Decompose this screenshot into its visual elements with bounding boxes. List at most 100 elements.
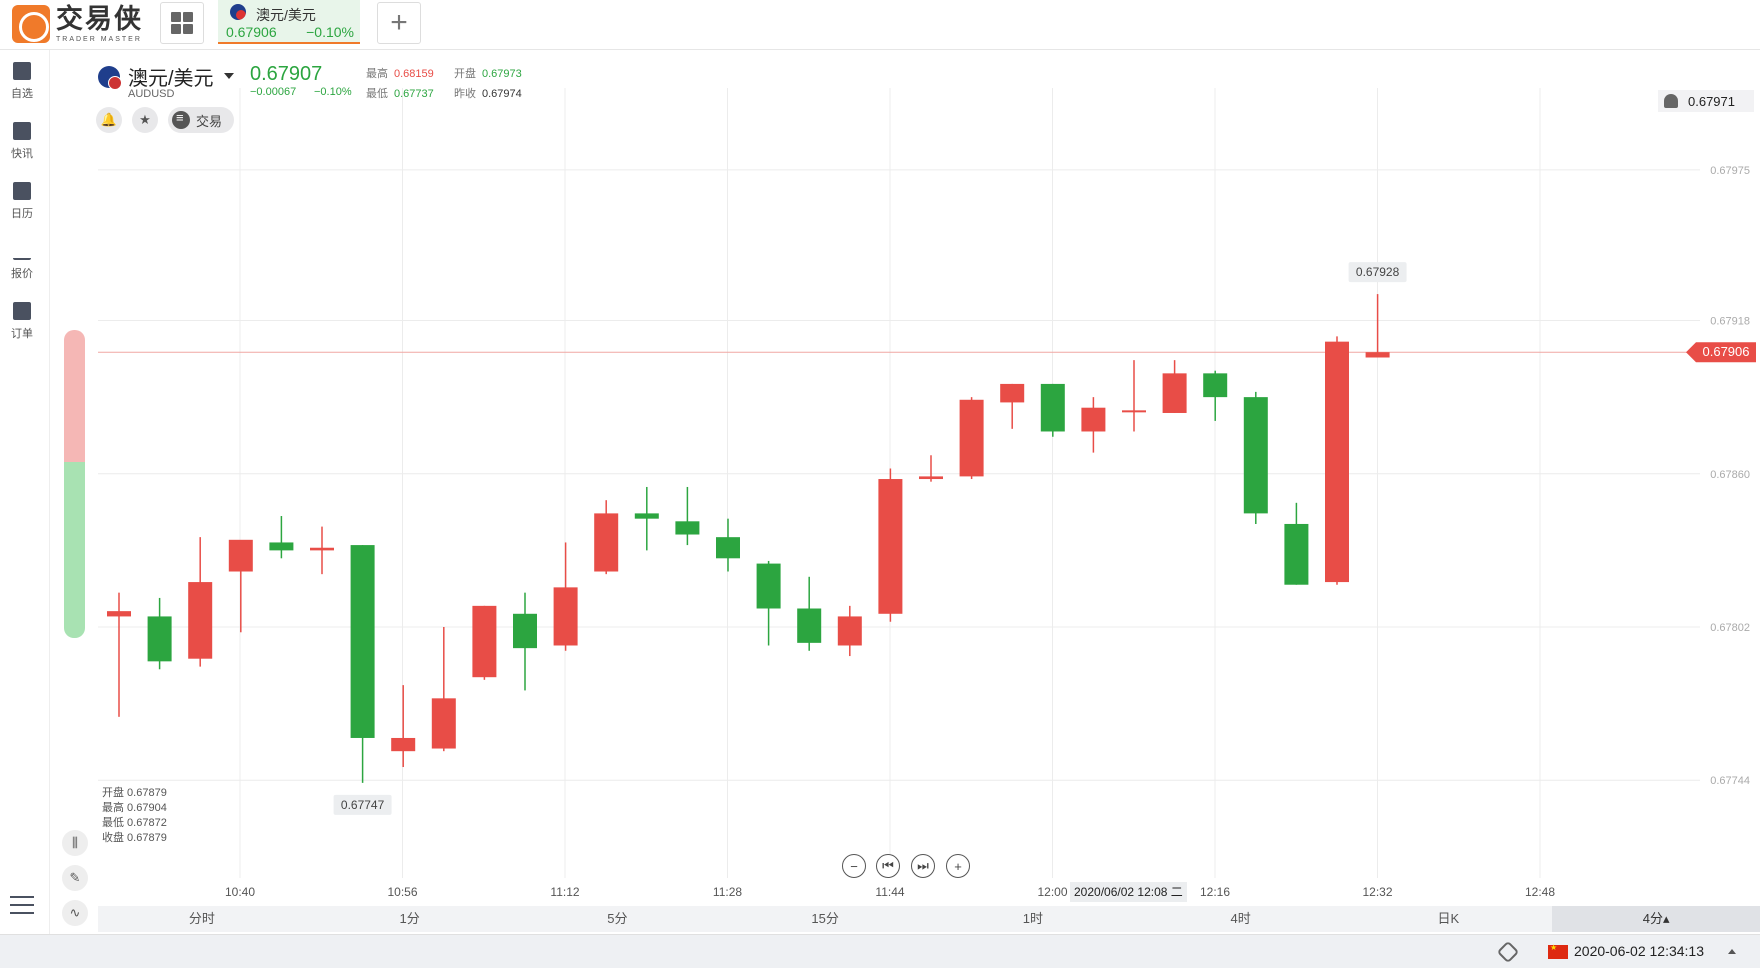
sidebar-item-label: 报价 [11, 268, 33, 280]
interval-4h[interactable]: 4时 [1230, 911, 1251, 926]
candle-body [269, 542, 294, 551]
stat-open: 开盘 0.67973 [454, 65, 522, 81]
scroll-end-button[interactable]: ⏭ [911, 854, 935, 878]
tab-instrument-name: 澳元/美元 [256, 7, 316, 23]
layout-grid-button[interactable] [160, 2, 204, 44]
scroll-start-button[interactable]: ⏮ [876, 854, 900, 878]
x-tick-label: 12:48 [1525, 885, 1555, 899]
stat-value: 0.67737 [394, 88, 434, 100]
china-flag-icon [1548, 943, 1568, 959]
bookmark-icon [13, 62, 31, 80]
candle-body [1122, 410, 1146, 413]
candle-body [1162, 373, 1187, 413]
sidebar-item-label: 日历 [11, 208, 33, 220]
candle-body [472, 605, 497, 678]
favorite-button[interactable]: ★ [132, 107, 158, 133]
stat-high: 最高 0.68159 [366, 65, 434, 81]
interval-15m[interactable]: 15分 [811, 911, 839, 926]
interval-daily[interactable]: 日K [1437, 911, 1460, 926]
news-icon [13, 122, 31, 140]
interval-1m[interactable]: 1分 [399, 911, 420, 926]
sidebar-item-quotes[interactable]: 报价 [0, 242, 44, 281]
sentiment-sell [64, 330, 85, 462]
zoom-out-button[interactable]: − [842, 854, 866, 878]
candle-body [756, 563, 781, 609]
tab-price: 0.67906 [226, 24, 277, 40]
sidebar-item-label: 自选 [11, 88, 33, 100]
x-tick-label: 11:28 [713, 885, 742, 899]
candle-body [878, 479, 903, 614]
indicator-tool-button[interactable]: ⫼ [62, 830, 88, 856]
add-tab-button[interactable]: + [377, 2, 421, 44]
chevron-up-icon[interactable] [1728, 949, 1736, 954]
study-tool-button[interactable]: ∿ [62, 900, 88, 926]
candlestick-chart[interactable]: 0.67975 0.67918 0.67860 0.67802 0.67744 10:40… [0, 0, 1760, 934]
candle-body [1284, 523, 1309, 585]
candle-body [431, 698, 456, 749]
grid-icon [171, 12, 193, 34]
instrument-change-pct: −0.10% [314, 86, 352, 98]
ohlc-high: 最高 0.67904 [102, 802, 167, 814]
plus-icon: + [390, 6, 408, 39]
bell-icon [1664, 94, 1678, 108]
candle-body [1000, 383, 1025, 403]
sidebar-item-watchlist[interactable]: 自选 [0, 62, 44, 101]
sidebar-item-news[interactable]: 快讯 [0, 122, 44, 161]
alert-price-badge[interactable]: 0.67971 [1658, 90, 1754, 112]
price-alert-button[interactable]: 🔔 [96, 107, 122, 133]
candle-body [1081, 407, 1106, 432]
interval-tick[interactable]: 分时 [188, 911, 215, 926]
current-price-label: 0.67906 [1703, 344, 1750, 359]
instrument-price: 0.67907 [250, 63, 323, 85]
x-tick-label: 12:00 [1037, 885, 1067, 899]
instrument-change: −0.00067 [250, 86, 297, 98]
x-tick-label: 12:32 [1362, 885, 1392, 899]
sentiment-bar [64, 330, 85, 638]
minus-icon: − [850, 858, 858, 874]
logo-mark-icon [12, 5, 50, 43]
draw-tool-button[interactable]: ✎ [62, 865, 88, 891]
tab-change: −0.10% [306, 24, 354, 40]
interval-4m[interactable]: 4分▴ [1552, 906, 1760, 932]
candle-body [147, 616, 172, 662]
candle-body [310, 547, 334, 551]
menu-icon[interactable] [10, 896, 34, 916]
candle-body [1203, 373, 1228, 398]
interval-5m[interactable]: 5分 [607, 911, 628, 926]
candle-body [837, 616, 862, 646]
low-price-label-bg [333, 794, 392, 815]
candle-body [553, 587, 578, 646]
au-us-flag-icon [98, 66, 122, 90]
high-price-label: 0.67928 [1356, 265, 1400, 279]
x-tick-label: 11:44 [875, 885, 904, 899]
status-bar: 2020-06-02 12:34:13 [0, 934, 1760, 968]
high-price-label-bg [1348, 262, 1407, 283]
trade-button[interactable]: 交易 [168, 107, 234, 133]
candle-body [634, 513, 659, 519]
candle-body [716, 537, 740, 559]
interval-1h[interactable]: 1时 [1022, 911, 1043, 926]
wave-icon: ∿ [69, 905, 81, 920]
quote-chart-icon [13, 242, 31, 260]
instrument-tab-audusd[interactable]: 澳元/美元 0.67906 −0.10% [218, 0, 360, 44]
sidebar-item-label: 快讯 [11, 148, 33, 160]
candle-body [1243, 397, 1268, 514]
link-icon[interactable] [1496, 940, 1520, 964]
interval-bar: 分时 1分 5分 15分 1时 4时 日K 4分▴ [98, 906, 1760, 932]
stat-value: 0.67973 [482, 68, 522, 80]
candle-body [1365, 352, 1390, 358]
sidebar-item-calendar[interactable]: 日历 [0, 182, 44, 221]
sentiment-buy [64, 462, 85, 638]
candle-body [188, 582, 213, 659]
top-bar: 交易侠 TRADER MASTER 澳元/美元 0.67906 −0.10% + [0, 0, 1760, 50]
stat-value: 0.68159 [394, 68, 434, 80]
crosshair-time-label: 2020/06/02 12:08 二 [1070, 882, 1187, 902]
au-us-flag-icon [230, 4, 246, 20]
stat-low: 最低 0.67737 [366, 85, 434, 101]
sidebar-item-orders[interactable]: 订单 [0, 302, 44, 341]
y-tick-label: 0.67975 [1710, 165, 1750, 177]
zoom-in-button[interactable]: + [946, 854, 970, 878]
stat-label: 昨收 [454, 88, 476, 100]
star-icon: ★ [139, 112, 151, 127]
candle-body [594, 513, 619, 572]
